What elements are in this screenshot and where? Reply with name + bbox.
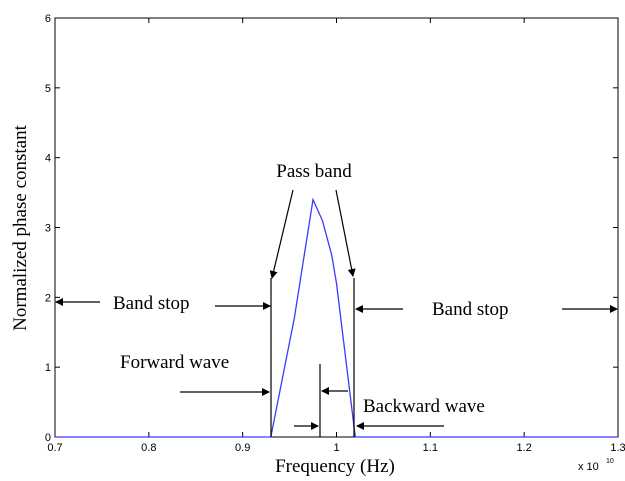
plot-frame	[54, 17, 619, 438]
y-tick-label: 3	[45, 223, 51, 235]
x-axis-label: Frequency (Hz)	[275, 456, 395, 477]
y-tick-label: 4	[45, 153, 51, 165]
y-tick-label: 0	[45, 432, 51, 444]
x-tick-label: 0.8	[141, 442, 156, 454]
pass-band-arrow-left	[269, 189, 294, 279]
x-multiplier-exponent: 10	[606, 458, 614, 465]
x-tick-label: 1	[333, 442, 339, 454]
x-multiplier-base: x 10	[578, 461, 599, 473]
series-layer	[55, 197, 618, 438]
x-tick-label: 0.9	[235, 442, 250, 454]
y-tick-label: 2	[45, 292, 51, 304]
pass-band-arrow-right	[335, 189, 356, 277]
y-tick-label: 1	[45, 362, 51, 374]
annotation-arrows	[55, 189, 618, 437]
x-tick-label: 1.3	[610, 442, 625, 454]
forward-wave-label: Forward wave	[120, 352, 229, 373]
band-stop-right-label: Band stop	[432, 299, 509, 320]
x-tick-label: 0.7	[47, 442, 62, 454]
dispersion-curve	[55, 197, 618, 438]
band-stop-left-label: Band stop	[113, 293, 190, 314]
x-axis-ticks: 0.7 0.8 0.9 1 1.1 1.2 1.3	[47, 18, 625, 454]
y-axis-label: Normalized phase constant	[10, 124, 31, 330]
backward-wave-label: Backward wave	[363, 396, 485, 417]
x-tick-label: 1.1	[423, 442, 438, 454]
y-tick-label: 6	[45, 13, 51, 25]
y-axis-ticks: 0 1 2 3 4 5 6	[45, 13, 618, 444]
y-tick-label: 5	[45, 83, 51, 95]
x-tick-label: 1.2	[517, 442, 532, 454]
pass-band-label: Pass band	[276, 161, 352, 182]
